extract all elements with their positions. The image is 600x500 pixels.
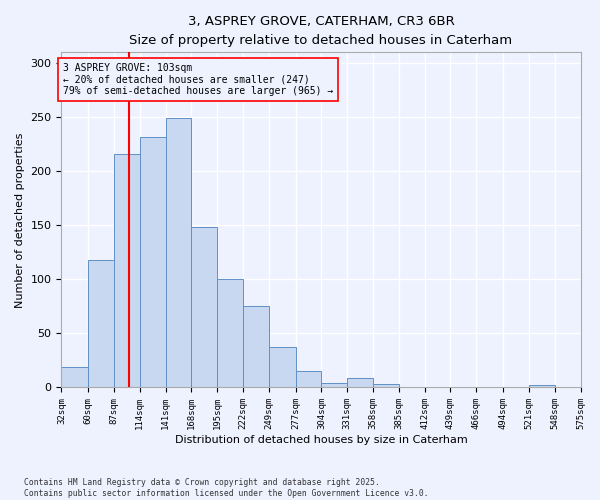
X-axis label: Distribution of detached houses by size in Caterham: Distribution of detached houses by size … (175, 435, 467, 445)
Bar (243, 306, 269, 388)
Bar (296, 372, 322, 388)
Bar (347, 378, 373, 388)
Bar (217, 280, 243, 388)
Bar (191, 228, 217, 388)
Bar (322, 383, 347, 388)
Title: 3, ASPREY GROVE, CATERHAM, CR3 6BR
Size of property relative to detached houses : 3, ASPREY GROVE, CATERHAM, CR3 6BR Size … (130, 15, 512, 47)
Bar (373, 384, 399, 388)
Bar (140, 136, 166, 388)
Bar (269, 348, 296, 388)
Bar (114, 154, 140, 388)
Y-axis label: Number of detached properties: Number of detached properties (15, 132, 25, 308)
Bar (529, 386, 554, 388)
Bar (166, 118, 191, 388)
Bar (88, 260, 114, 388)
Text: Contains HM Land Registry data © Crown copyright and database right 2025.
Contai: Contains HM Land Registry data © Crown c… (24, 478, 428, 498)
Text: 3 ASPREY GROVE: 103sqm
← 20% of detached houses are smaller (247)
79% of semi-de: 3 ASPREY GROVE: 103sqm ← 20% of detached… (64, 63, 334, 96)
Bar (61, 367, 88, 388)
